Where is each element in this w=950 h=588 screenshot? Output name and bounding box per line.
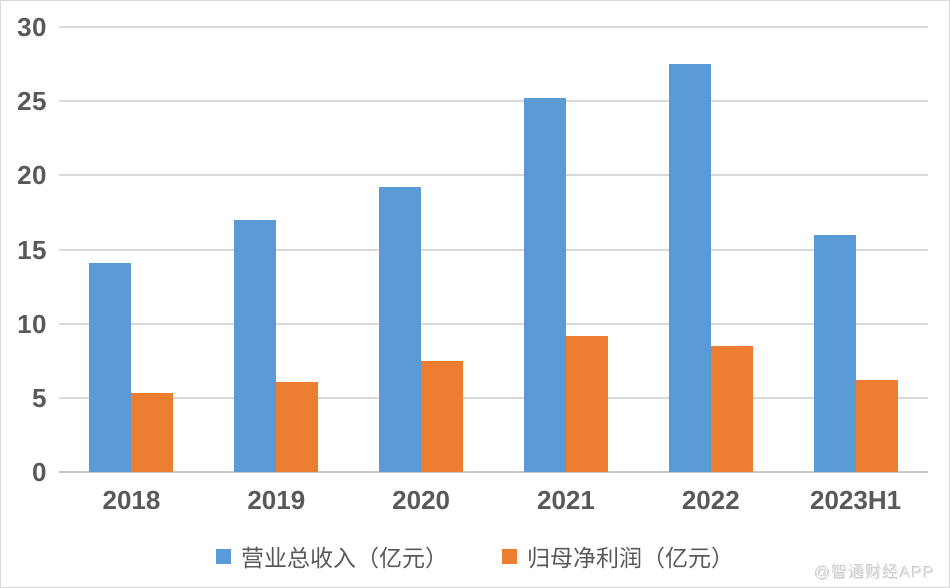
y-tick-15: 15 [17,234,47,265]
x-label-2018: 2018 [102,485,161,515]
bar-net-profit-2022 [710,345,753,472]
legend-swatch-revenue [216,548,231,564]
gridline-25 [59,100,928,103]
bar-revenue-2020 [379,187,422,472]
y-tick-0: 0 [32,457,47,487]
legend-label-revenue: 营业总收入（亿元） [241,545,448,571]
gridline-5 [59,396,928,399]
bar-revenue-2018 [89,262,132,472]
y-tick-5: 5 [32,382,47,413]
gridline-20 [59,174,928,177]
gridline-15 [59,248,928,251]
y-tick-20: 20 [17,160,47,191]
watermark: @智通财经APP [814,565,935,582]
y-tick-10: 10 [17,308,47,339]
plot-area [59,26,928,473]
x-axis-line [59,471,928,473]
gridline-10 [59,322,928,325]
bar-net-profit-2021 [565,335,608,472]
gridline-30 [59,26,928,28]
bar-net-profit-2018 [131,393,174,472]
bar-revenue-2023h1 [813,234,856,472]
y-tick-30: 30 [17,12,47,42]
bar-net-profit-2020 [421,360,464,472]
bar-revenue-2022 [668,64,711,472]
bar-net-profit-2023h1 [855,380,898,472]
bar-revenue-2019 [234,219,277,472]
x-label-2023h1: 2023H1 [810,485,902,515]
x-label-2019: 2019 [247,485,306,515]
legend-label-net-profit: 归母净利润（亿元） [527,545,734,571]
y-tick-25: 25 [17,86,47,117]
legend: 营业总收入（亿元） 归母净利润（亿元） [1,539,949,573]
legend-swatch-net-profit [502,548,517,564]
legend-item-net-profit: 归母净利润（亿元） [502,539,734,573]
x-label-2020: 2020 [392,485,450,515]
legend-item-revenue: 营业总收入（亿元） [216,539,448,573]
x-label-2022: 2022 [681,485,740,515]
bar-revenue-2021 [523,98,566,472]
bar-net-profit-2019 [276,381,319,472]
x-label-2021: 2021 [536,485,595,515]
